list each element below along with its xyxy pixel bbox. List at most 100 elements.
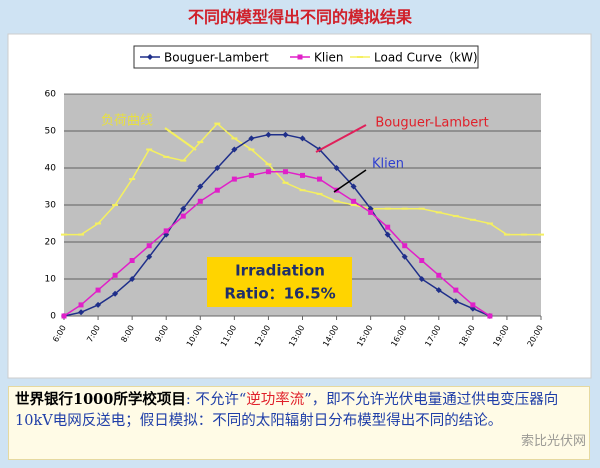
marker	[95, 301, 102, 308]
marker	[248, 172, 254, 178]
y-tick-label: 50	[45, 127, 57, 137]
footnote-part: 世界银行1000所学校项目	[15, 391, 186, 408]
marker	[300, 172, 305, 178]
annotation: Bouguer-Lambert	[375, 116, 488, 131]
watermark: 索比光伏网	[520, 434, 586, 449]
marker	[419, 258, 425, 263]
footnote-part: 逆功率流	[246, 392, 305, 408]
marker	[282, 169, 288, 175]
annotation: 负荷曲线	[101, 114, 153, 129]
marker	[248, 148, 255, 151]
info-box	[207, 257, 352, 307]
y-tick-label: 0	[50, 312, 56, 322]
marker	[282, 181, 289, 184]
marker	[385, 224, 391, 230]
marker	[282, 131, 289, 138]
marker	[487, 313, 493, 319]
marker	[163, 228, 169, 234]
marker	[316, 192, 323, 195]
marker	[129, 178, 136, 181]
marker	[146, 148, 153, 151]
marker	[418, 207, 425, 210]
legend-label: Load Curve（kW)	[374, 51, 478, 65]
chart: 不同的模型得出不同的模拟结果 负荷曲线 Bouguer-Lambert Klie…	[7, 8, 592, 379]
marker	[214, 122, 221, 125]
footnote-part: : 不允许“	[185, 392, 247, 408]
marker	[418, 276, 425, 282]
marker	[112, 290, 119, 297]
series-line	[63, 133, 491, 317]
marker	[146, 253, 153, 260]
marker	[180, 205, 187, 212]
marker	[350, 204, 357, 206]
marker	[368, 209, 374, 215]
y-tick-label: 10	[45, 275, 57, 285]
marker	[129, 276, 136, 282]
marker	[435, 211, 442, 214]
marker	[112, 204, 119, 206]
marker	[163, 155, 170, 158]
marker	[265, 169, 271, 175]
marker	[197, 183, 204, 190]
marker	[95, 287, 101, 293]
marker	[265, 131, 272, 138]
series-line	[63, 170, 491, 317]
marker	[384, 207, 391, 210]
footnote: 世界银行1000所学校项目: 不允许“逆功率流”，即不允许光伏电量通过供电变压器…	[8, 386, 590, 460]
marker	[231, 137, 238, 140]
marker	[231, 146, 238, 153]
legend-label: Klien	[314, 51, 344, 65]
marker	[197, 198, 203, 204]
y-tick-label: 20	[45, 238, 57, 248]
info-text: Irradiation	[235, 262, 325, 280]
y-tick-label: 60	[45, 90, 57, 100]
marker	[197, 141, 204, 144]
marker	[214, 187, 220, 193]
marker	[470, 302, 476, 308]
marker	[299, 189, 306, 192]
marker	[384, 231, 391, 238]
annotation-arrow	[333, 169, 367, 193]
marker	[469, 218, 476, 221]
annotation-arrow	[315, 124, 367, 153]
annotation-arrow	[164, 127, 197, 151]
marker	[503, 233, 510, 236]
marker	[435, 287, 442, 294]
marker	[78, 302, 84, 308]
marker	[265, 163, 272, 166]
legend-marker	[297, 54, 303, 60]
marker	[214, 165, 221, 171]
marker	[333, 165, 340, 171]
marker	[402, 243, 408, 249]
marker	[453, 287, 459, 293]
marker	[486, 222, 493, 225]
marker	[317, 176, 323, 182]
y-tick-label: 40	[45, 164, 57, 174]
footnote-part: ”，即不允许光伏电量通过供电变压器向10kV电网反送电；假日模拟：不同的太阳辐射…	[15, 392, 559, 429]
marker	[401, 253, 408, 260]
marker	[333, 200, 340, 203]
marker	[61, 313, 67, 319]
legend-marker	[357, 56, 363, 58]
annotation: Klien	[372, 157, 404, 172]
marker	[231, 176, 237, 182]
marker	[112, 272, 118, 278]
marker	[452, 215, 459, 218]
marker	[180, 159, 187, 162]
legend-marker	[147, 54, 153, 60]
marker	[180, 213, 186, 219]
marker	[95, 222, 102, 225]
marker	[520, 233, 527, 236]
marker	[129, 258, 135, 263]
marker	[78, 309, 85, 316]
marker	[248, 135, 255, 142]
marker	[61, 233, 67, 236]
marker	[78, 233, 85, 236]
info-text: Ratio：16.5%	[224, 285, 335, 303]
marker	[436, 272, 442, 278]
marker	[452, 298, 459, 305]
marker	[299, 135, 306, 142]
marker	[538, 233, 544, 236]
chart-title: 不同的模型得出不同的模拟结果	[188, 8, 412, 27]
